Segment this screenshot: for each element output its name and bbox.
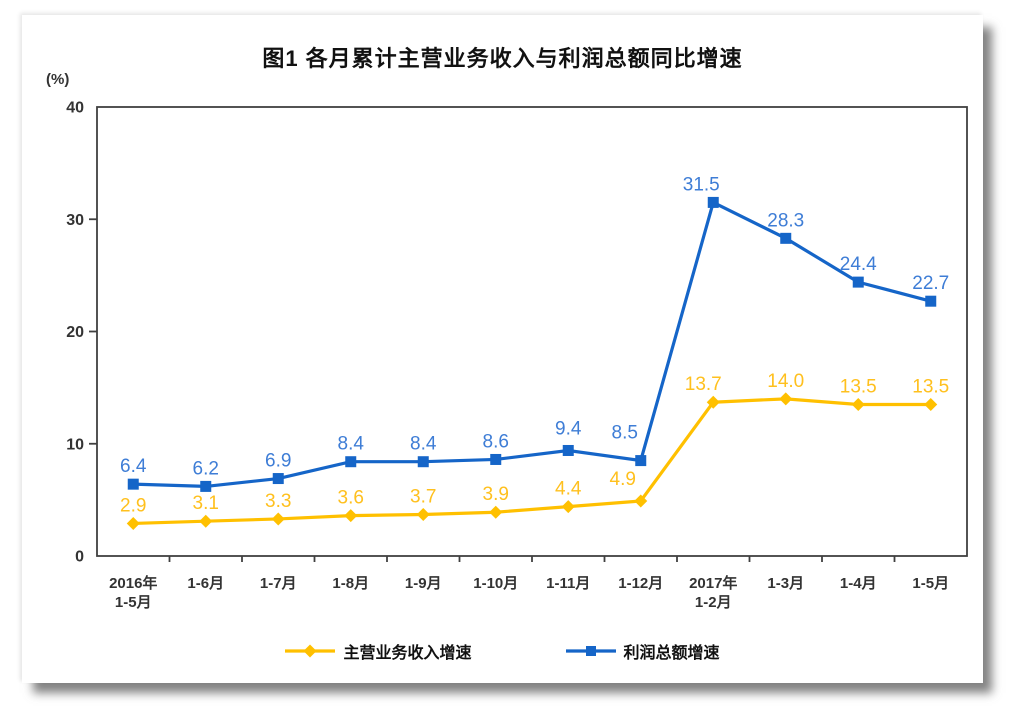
series-0-marker <box>634 494 648 508</box>
series-0-marker <box>489 505 503 519</box>
legend-label: 利润总额增速 <box>623 645 720 662</box>
series-0-line <box>133 397 931 526</box>
legend-item-1: 利润总额增速 <box>565 639 720 663</box>
series-0-data-label: 3.1 <box>193 493 219 514</box>
x-category-label: 1-8月 <box>332 575 369 592</box>
series-0-marker <box>344 509 358 523</box>
legend-marker-square-icon <box>565 646 616 656</box>
series-1-line <box>133 200 932 489</box>
series-0-marker <box>851 397 865 411</box>
x-category-label: 1-5月 <box>912 575 949 592</box>
series-1-marker <box>707 196 719 208</box>
series-0-data-label: 3.7 <box>410 486 436 507</box>
y-tick-label: 20 <box>66 324 84 341</box>
series-1-data-label: 6.2 <box>193 458 219 479</box>
series-0-marker <box>416 507 430 521</box>
series-0-marker <box>706 395 720 409</box>
series-1-marker <box>852 276 864 288</box>
series-0-marker <box>779 392 793 406</box>
x-category-label: 1-12月 <box>618 575 663 592</box>
series-0-data-label: 3.9 <box>483 484 509 505</box>
series-1-marker <box>490 453 502 465</box>
series-1-data-label: 9.4 <box>555 418 582 439</box>
series-0-data-label: 13.5 <box>840 376 877 397</box>
series-1-marker <box>345 456 357 468</box>
y-tick-label: 10 <box>66 436 84 453</box>
plot-border <box>96 106 968 557</box>
x-category-label: 2017年 1-2月 <box>689 574 737 611</box>
series-1-data-label: 22.7 <box>912 273 949 294</box>
series-0-data-label: 4.9 <box>610 469 636 490</box>
y-tick-label: 30 <box>66 212 84 229</box>
series-1-data-label: 31.5 <box>683 174 720 195</box>
legend-marker-shape <box>303 644 317 658</box>
series-1-marker <box>780 232 792 244</box>
x-category-label: 1-3月 <box>767 575 804 592</box>
x-category-label: 2016年 1-5月 <box>109 574 157 611</box>
y-tick-label: 0 <box>75 549 84 566</box>
series-1-data-label: 8.4 <box>338 434 365 455</box>
series-1-marker <box>562 444 574 456</box>
y-axis-unit-label: (%) <box>46 71 70 88</box>
series-1-data-label: 6.4 <box>120 456 147 477</box>
x-category-label: 1-10月 <box>473 575 518 592</box>
chart-title: 图1 各月累计主营业务收入与利润总额同比增速 <box>262 46 743 71</box>
chart-panel: 图1 各月累计主营业务收入与利润总额同比增速 (%) 0 10 20 30 40 2016… <box>22 15 983 683</box>
series-0-marker <box>271 512 285 526</box>
y-tick-label: 40 <box>66 100 84 117</box>
series-0-marker <box>126 516 140 530</box>
series-1-marker <box>417 456 429 468</box>
series-1-data-label: 28.3 <box>767 210 804 231</box>
legend-item-0: 主营业务收入增速 <box>285 639 472 663</box>
series-0-data-label: 3.6 <box>338 488 364 509</box>
series-1-marker <box>635 455 647 467</box>
legend-marker-diamond-icon <box>285 644 336 658</box>
series-1-marker <box>925 295 937 307</box>
series-0-marker <box>924 397 938 411</box>
chart-legend: 主营业务收入增速 利润总额增速 <box>22 639 983 663</box>
series-1-marker <box>200 480 212 492</box>
legend-label: 主营业务收入增速 <box>343 645 472 662</box>
series-0-data-label: 2.9 <box>120 495 146 516</box>
series-1-data-label: 24.4 <box>840 254 877 275</box>
x-category-label: 1-4月 <box>840 575 877 592</box>
legend-marker-shape <box>585 646 596 656</box>
series-0-data-label: 13.5 <box>912 376 949 397</box>
x-category-label: 1-9月 <box>405 575 442 592</box>
x-category-label: 1-11月 <box>546 575 590 592</box>
series-1-data-label: 8.6 <box>483 431 509 452</box>
series-0-marker <box>199 514 213 528</box>
series-0-data-label: 14.0 <box>767 371 804 392</box>
series-1-data-label: 8.4 <box>410 434 437 455</box>
series-1-marker <box>127 478 139 490</box>
line-chart: 0 10 20 30 40 2016年 1-5月 1-6月 1-7月 1-8月 1-9月 1-10月 1… <box>66 100 968 611</box>
series-0-data-label: 13.7 <box>685 374 722 395</box>
x-category-label: 1-7月 <box>260 575 297 592</box>
series-1-data-label: 6.9 <box>265 451 291 472</box>
series-0-data-label: 3.3 <box>265 491 291 512</box>
x-category-label: 1-6月 <box>187 575 224 592</box>
series-0-marker <box>561 500 575 514</box>
series-1-marker <box>272 473 284 485</box>
series-1-data-label: 8.5 <box>612 423 638 444</box>
series-0-data-label: 4.4 <box>555 479 582 500</box>
